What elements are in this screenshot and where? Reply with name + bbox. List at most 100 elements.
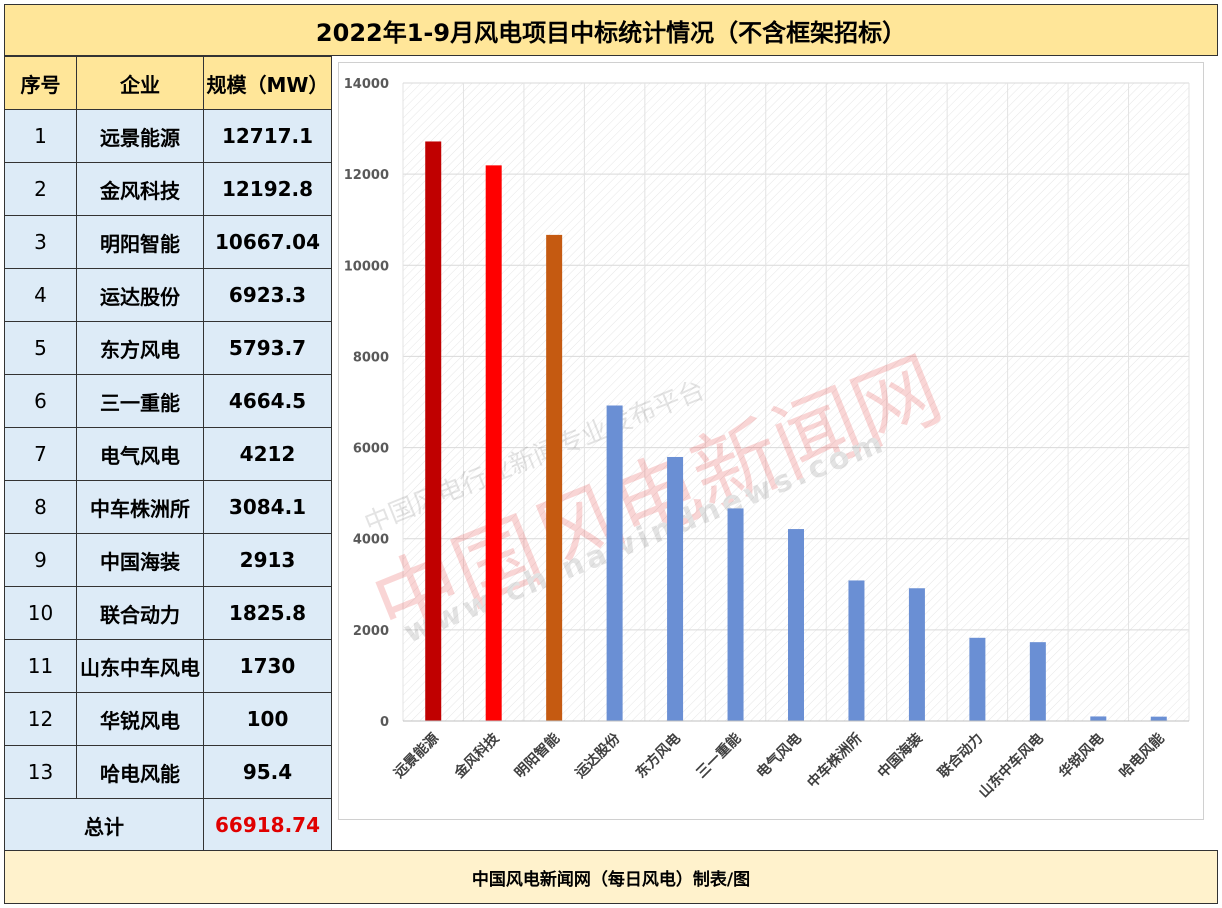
table-row: 4 运达股份 6923.3	[4, 268, 332, 322]
y-axis: 0 2000 4000 6000 8000 10000 12000 14000	[344, 77, 389, 730]
bar-8	[848, 580, 865, 721]
row-capacity: 5793.7	[203, 321, 332, 375]
y-tick-label: 8000	[353, 350, 389, 365]
row-serial: 6	[4, 374, 77, 428]
bars	[425, 141, 1167, 721]
bar-3	[546, 234, 563, 721]
row-company: 哈电风能	[76, 745, 204, 799]
bar-12	[1090, 716, 1107, 721]
row-serial: 3	[4, 215, 77, 269]
chart-container: 中国风电行业新闻专业发布平台 中国风电新闻网 www.chinawindnews…	[338, 62, 1204, 820]
table-row: 10 联合动力 1825.8	[4, 586, 332, 640]
y-tick-label: 4000	[353, 533, 389, 548]
row-capacity: 2913	[203, 533, 332, 587]
bar-5	[667, 456, 684, 721]
bar-10	[969, 637, 986, 721]
row-serial: 9	[4, 533, 77, 587]
total-value: 66918.74	[203, 798, 332, 852]
table-total-row: 总计 66918.74	[4, 798, 332, 852]
x-tick-label: 中国海装	[874, 729, 926, 781]
table-row: 6 三一重能 4664.5	[4, 374, 332, 428]
y-tick-label: 10000	[344, 259, 389, 274]
x-axis: 远景能源 金风科技 明阳智能 运达股份 东方风电 三一重能 电气风电 中车株洲所 中国海装 联合动…	[390, 720, 1189, 801]
x-tick-label: 电气风电	[753, 730, 805, 782]
x-tick-label: 山东中车风电	[975, 730, 1046, 801]
x-tick-label: 联合动力	[935, 730, 987, 782]
x-tick-label: 中车株洲所	[804, 730, 866, 792]
footer-credit: 中国风电新闻网（每日风电）制表/图	[4, 850, 1218, 904]
bar-2	[485, 165, 502, 721]
table-row: 3 明阳智能 10667.04	[4, 215, 332, 269]
bar-9	[908, 588, 925, 721]
row-company: 明阳智能	[76, 215, 204, 269]
y-tick-label: 12000	[344, 168, 389, 183]
table-row: 9 中国海装 2913	[4, 533, 332, 587]
row-serial: 1	[4, 109, 77, 163]
row-capacity: 3084.1	[203, 480, 332, 534]
row-capacity: 6923.3	[203, 268, 332, 322]
row-serial: 13	[4, 745, 77, 799]
row-company: 华锐风电	[76, 692, 204, 746]
x-tick-label: 东方风电	[632, 730, 684, 782]
y-tick-label: 14000	[344, 77, 389, 92]
row-company: 中车株洲所	[76, 480, 204, 534]
row-capacity: 1825.8	[203, 586, 332, 640]
row-capacity: 10667.04	[203, 215, 332, 269]
x-tick-label: 远景能源	[390, 730, 442, 782]
row-capacity: 4664.5	[203, 374, 332, 428]
row-serial: 4	[4, 268, 77, 322]
row-company: 中国海装	[76, 533, 204, 587]
header-serial: 序号	[4, 56, 77, 110]
row-company: 远景能源	[76, 109, 204, 163]
table-row: 1 远景能源 12717.1	[4, 109, 332, 163]
row-serial: 11	[4, 639, 77, 693]
row-company: 运达股份	[76, 268, 204, 322]
header-company: 企业	[76, 56, 204, 110]
row-company: 东方风电	[76, 321, 204, 375]
x-tick-label: 金风科技	[450, 729, 503, 782]
table-row: 7 电气风电 4212	[4, 427, 332, 481]
y-tick-label: 2000	[353, 624, 389, 639]
row-capacity: 12717.1	[203, 109, 332, 163]
table-row: 12 华锐风电 100	[4, 692, 332, 746]
y-tick-label: 0	[380, 715, 389, 730]
x-tick-label: 运达股份	[572, 729, 624, 781]
table-row: 13 哈电风能 95.4	[4, 745, 332, 799]
x-tick-label: 哈电风能	[1116, 730, 1168, 782]
row-serial: 5	[4, 321, 77, 375]
table-row: 2 金风科技 12192.8	[4, 162, 332, 216]
y-tick-label: 6000	[353, 442, 389, 457]
total-label: 总计	[4, 798, 204, 852]
bar-1	[425, 141, 442, 721]
row-capacity: 1730	[203, 639, 332, 693]
bar-11	[1029, 642, 1046, 721]
bar-7	[788, 529, 804, 721]
row-company: 三一重能	[76, 374, 204, 428]
row-company: 山东中车风电	[76, 639, 204, 693]
bar-6	[727, 508, 744, 721]
row-serial: 2	[4, 162, 77, 216]
row-serial: 12	[4, 692, 77, 746]
table-row: 8 中车株洲所 3084.1	[4, 480, 332, 534]
row-company: 金风科技	[76, 162, 204, 216]
row-company: 联合动力	[76, 586, 204, 640]
row-serial: 7	[4, 427, 77, 481]
bar-13	[1150, 716, 1167, 721]
table-header-row: 序号 企业 规模（MW）	[4, 56, 332, 110]
x-tick-label: 华锐风电	[1056, 730, 1108, 782]
table-row: 11 山东中车风电 1730	[4, 639, 332, 693]
ranking-table: 序号 企业 规模（MW） 1 远景能源 12717.1 2 金风科技 12192.8 3 明阳…	[4, 56, 332, 852]
row-capacity: 95.4	[203, 745, 332, 799]
chart-panel: 中国风电行业新闻专业发布平台 中国风电新闻网 www.chinawindnews…	[332, 56, 1218, 850]
row-company: 电气风电	[76, 427, 204, 481]
page-title: 2022年1-9月风电项目中标统计情况（不含框架招标）	[4, 4, 1218, 56]
row-capacity: 4212	[203, 427, 332, 481]
table-row: 5 东方风电 5793.7	[4, 321, 332, 375]
bar-chart: 中国风电行业新闻专业发布平台 中国风电新闻网 www.chinawindnews…	[344, 77, 1190, 801]
header-capacity: 规模（MW）	[203, 56, 332, 110]
x-tick-label: 明阳智能	[511, 730, 563, 782]
row-capacity: 12192.8	[203, 162, 332, 216]
x-tick-label: 三一重能	[693, 730, 745, 782]
row-serial: 8	[4, 480, 77, 534]
bar-4	[606, 405, 623, 721]
